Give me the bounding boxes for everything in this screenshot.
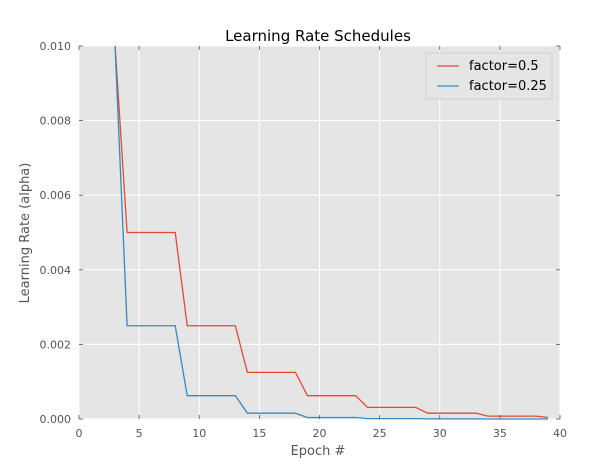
y-axis: 0.000 0.002 0.004 0.006 0.008 0.010 bbox=[40, 40, 560, 426]
x-axis: 0 5 10 15 20 25 30 35 40 bbox=[76, 46, 567, 440]
y-tick-label: 0.000 bbox=[40, 413, 72, 426]
x-tick-label: 15 bbox=[252, 427, 266, 440]
series-line-1 bbox=[114, 45, 549, 419]
y-tick-label: 0.004 bbox=[40, 264, 72, 277]
y-tick-label: 0.002 bbox=[40, 338, 72, 351]
legend-label-series-2: factor=0.25 bbox=[469, 79, 547, 94]
y-axis-label: Learning Rate (alpha) bbox=[18, 163, 33, 304]
y-tick-label: 0.010 bbox=[40, 40, 72, 53]
chart-title: Learning Rate Schedules bbox=[225, 27, 411, 45]
x-tick-label: 0 bbox=[76, 427, 83, 440]
legend-label-series-1: factor=0.5 bbox=[469, 59, 539, 74]
x-tick-label: 25 bbox=[373, 427, 387, 440]
series-layer bbox=[114, 45, 549, 420]
x-tick-label: 20 bbox=[313, 427, 327, 440]
legend-box bbox=[425, 52, 553, 100]
x-tick-label: 10 bbox=[192, 427, 206, 440]
y-tick-label: 0.008 bbox=[40, 115, 72, 128]
y-tick-label: 0.006 bbox=[40, 189, 72, 202]
x-tick-label: 40 bbox=[553, 427, 567, 440]
series-line-2 bbox=[114, 45, 548, 420]
legend: factor=0.5 factor=0.25 bbox=[425, 52, 553, 100]
x-axis-label: Epoch # bbox=[291, 444, 346, 459]
x-tick-label: 5 bbox=[136, 427, 143, 440]
x-tick-label: 35 bbox=[493, 427, 507, 440]
x-tick-label: 30 bbox=[433, 427, 447, 440]
